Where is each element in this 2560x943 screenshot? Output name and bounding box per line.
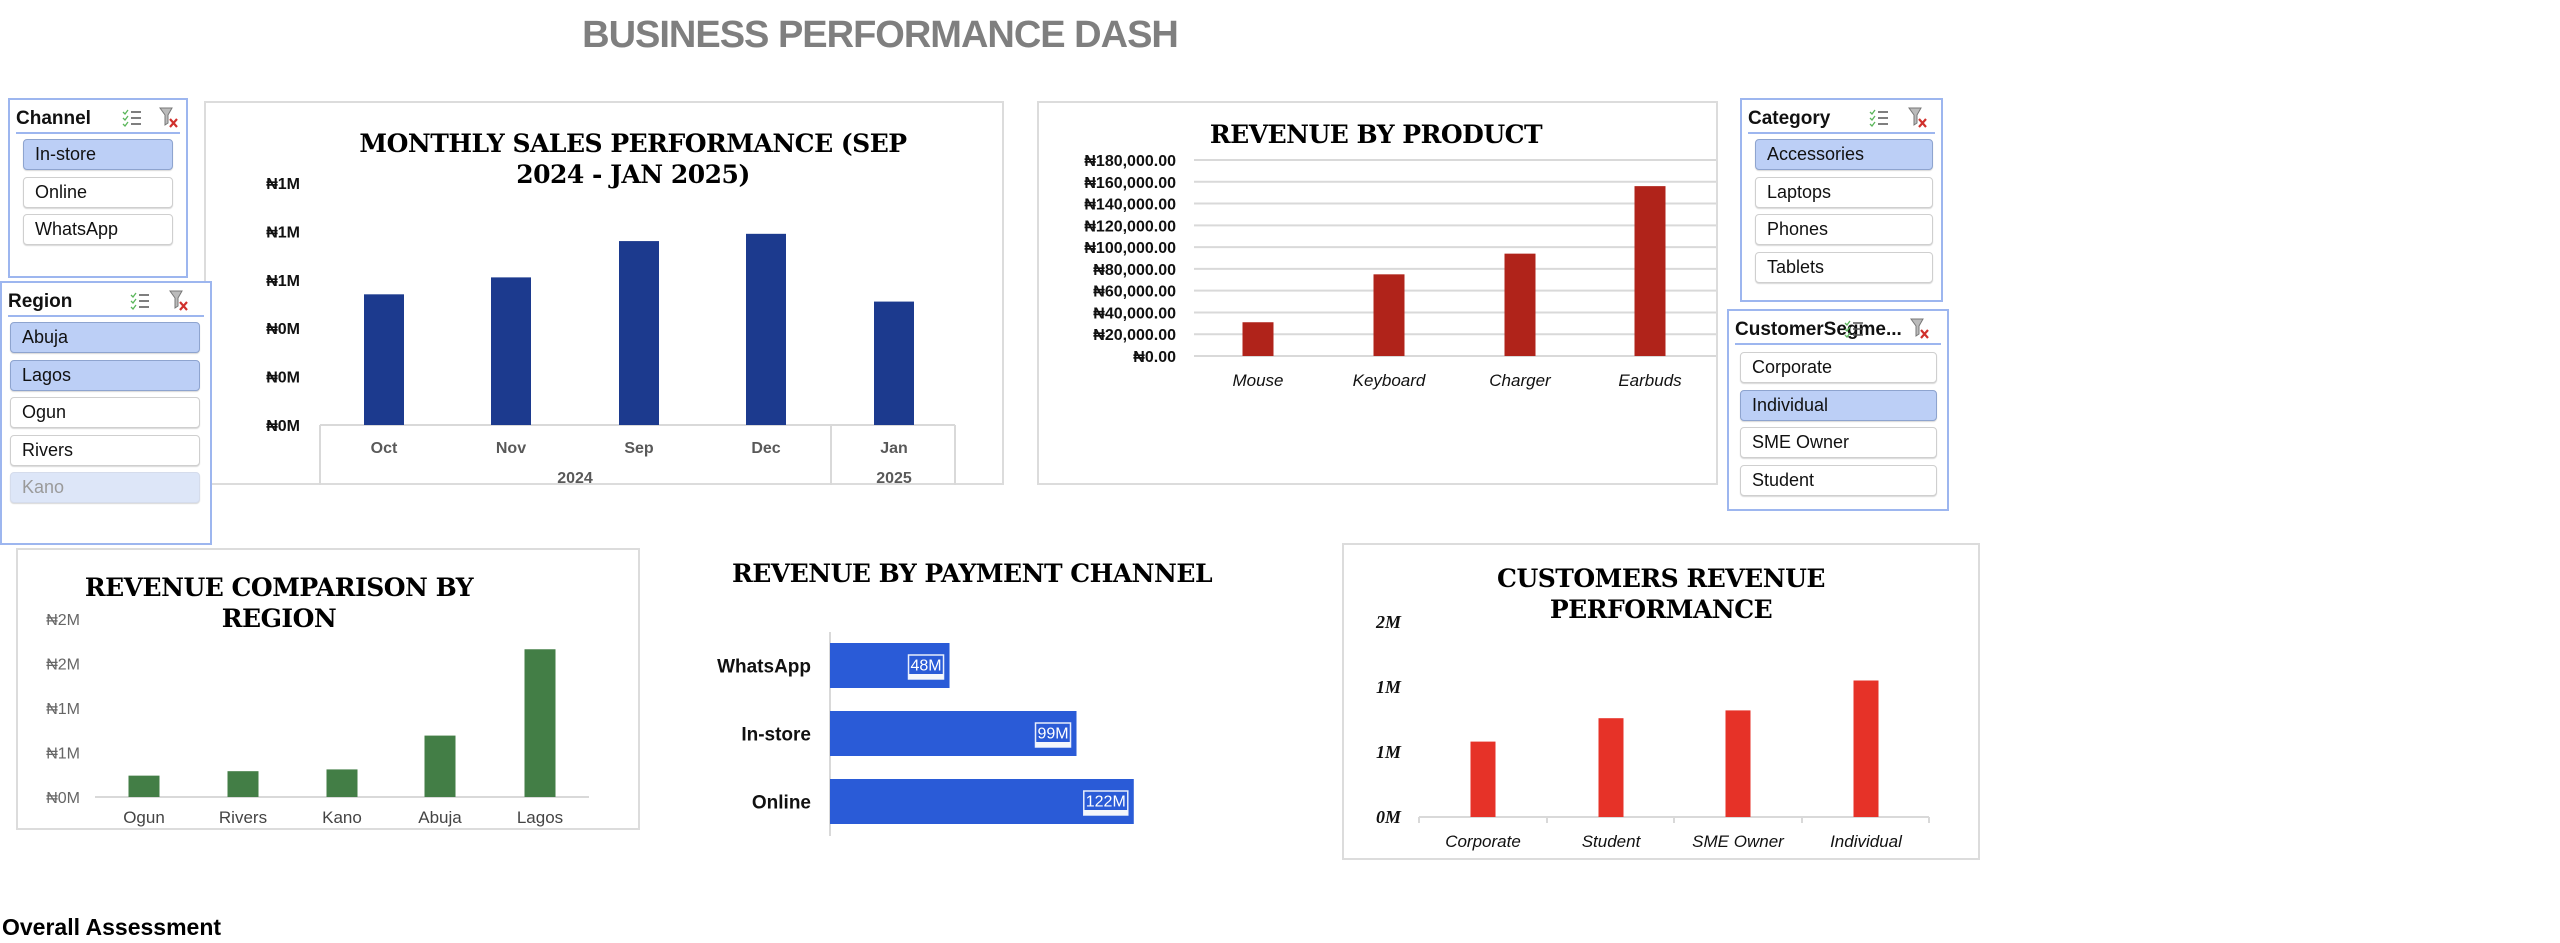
data-label-box (1034, 722, 1072, 748)
y-category-label: In-store (741, 725, 811, 746)
slicer-header: CustomerSegme... (1735, 315, 1941, 345)
slicer-title: Region (8, 291, 73, 312)
y-category-label: WhatsApp (717, 657, 811, 678)
slicer-item-whatsapp[interactable]: WhatsApp (23, 214, 173, 245)
slicer-item-student[interactable]: Student (1740, 464, 1937, 496)
data-label-box-shade (908, 674, 944, 679)
customer-segment-slicer: CustomerSegme... Corporate Individual SME O… (1727, 309, 1949, 511)
slicer-item-kano[interactable]: Kano (10, 472, 200, 503)
chart-title: REVENUE BY PAYMENT CHANNEL (732, 559, 1213, 588)
revenue-by-region-chart[interactable] (16, 548, 640, 830)
slicer-item-in-store[interactable]: In-store (23, 139, 173, 170)
data-label: 99M (1037, 726, 1068, 743)
monthly-sales-chart[interactable] (204, 101, 1004, 485)
slicer-item-online[interactable]: Online (23, 176, 173, 208)
y-category-label: Online (752, 793, 811, 814)
region-slicer: Region Abuja Lagos Ogun Rivers Kano (0, 281, 212, 545)
slicer-item-accessories[interactable]: Accessories (1755, 139, 1933, 170)
slicer-item-laptops[interactable]: Laptops (1755, 176, 1933, 208)
slicer-item-abuja[interactable]: Abuja (10, 322, 200, 353)
slicer-header: Category (1748, 104, 1935, 134)
multi-select-icon[interactable] (130, 291, 150, 311)
clear-filter-icon[interactable] (158, 106, 180, 130)
overall-assessment-heading: Overall Assessment (2, 914, 222, 940)
bar-in-store[interactable] (830, 711, 1077, 756)
bar-online[interactable] (830, 779, 1134, 824)
data-label: 122M (1086, 794, 1126, 811)
data-label-box (907, 654, 945, 680)
slicer-header: Region (8, 287, 204, 317)
channel-slicer: Channel In-store Online WhatsApp (8, 98, 188, 278)
multi-select-icon[interactable] (122, 108, 142, 128)
slicer-item-lagos[interactable]: Lagos (10, 359, 200, 391)
slicer-item-individual[interactable]: Individual (1740, 389, 1937, 421)
data-label-box-shade (1083, 810, 1128, 815)
slicer-item-ogun[interactable]: Ogun (10, 397, 200, 428)
slicer-item-rivers[interactable]: Rivers (10, 434, 200, 466)
category-slicer: Category Accessories Laptops Phones Tablets (1740, 98, 1943, 302)
slicer-header: Channel (16, 104, 180, 134)
clear-filter-icon[interactable] (1907, 106, 1929, 130)
clear-filter-icon[interactable] (168, 289, 190, 313)
data-label-box-shade (1035, 742, 1071, 747)
slicer-item-tablets[interactable]: Tablets (1755, 251, 1933, 283)
multi-select-icon[interactable] (1844, 319, 1864, 339)
multi-select-icon[interactable] (1869, 108, 1889, 128)
slicer-item-phones[interactable]: Phones (1755, 214, 1933, 245)
slicer-title: Channel (16, 108, 91, 129)
slicer-title: Category (1748, 108, 1831, 129)
slicer-item-corporate[interactable]: Corporate (1740, 352, 1937, 383)
customers-revenue-chart[interactable] (1342, 543, 1980, 860)
data-label: 48M (910, 658, 941, 675)
dashboard-title: BUSINESS PERFORMANCE DASH (582, 14, 1179, 56)
clear-filter-icon[interactable] (1909, 317, 1931, 341)
slicer-item-sme-owner[interactable]: SME Owner (1740, 427, 1937, 458)
data-label-box (1083, 790, 1129, 816)
bar-whatsapp[interactable] (830, 643, 950, 688)
slicer-title: CustomerSegme... (1735, 319, 1902, 340)
revenue-by-product-chart[interactable] (1037, 101, 1718, 485)
